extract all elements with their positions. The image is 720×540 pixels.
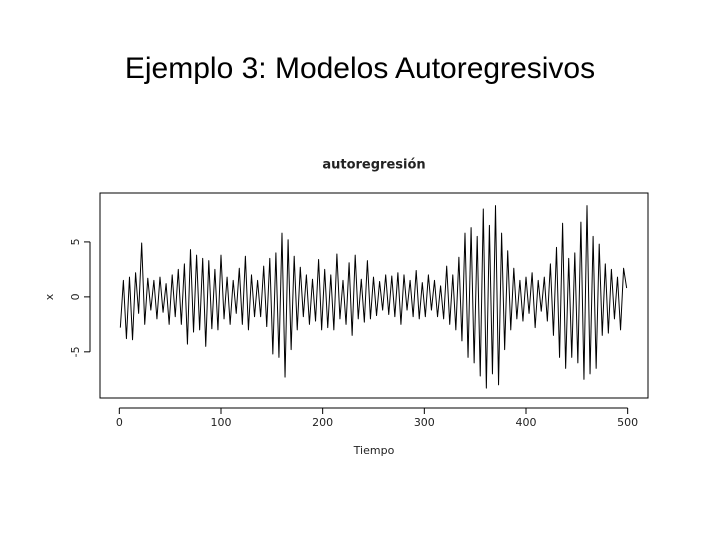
x-tick-label: 100: [210, 416, 231, 429]
y-tick-label: -5: [69, 346, 82, 357]
x-tick-label: 300: [414, 416, 435, 429]
slide-title: Ejemplo 3: Modelos Autoregresivos: [125, 52, 595, 85]
x-axis-label: Tiempo: [353, 444, 395, 457]
chart-title: autoregresión: [322, 158, 425, 173]
x-tick-label: 500: [617, 416, 638, 429]
x-tick-label: 400: [515, 416, 536, 429]
y-tick-label: 5: [69, 238, 82, 245]
x-tick-label: 0: [116, 416, 123, 429]
series-line: [119, 205, 628, 389]
x-tick-label: 200: [312, 416, 333, 429]
y-axis-label: x: [43, 293, 56, 300]
y-tick-label: 0: [69, 293, 82, 300]
plot-box: [99, 192, 649, 399]
